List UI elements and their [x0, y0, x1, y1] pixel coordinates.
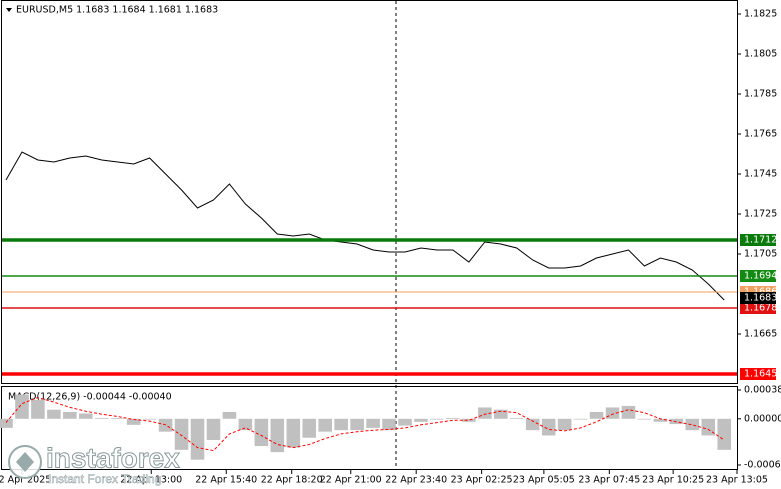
watermark-brand: instaforex [46, 442, 180, 473]
level-label: 1.1678 [744, 303, 777, 314]
level-label: 1.1645 [744, 369, 777, 380]
macd-bar [302, 418, 317, 438]
level-label-box [740, 270, 776, 282]
macd-bar [238, 418, 253, 431]
x-tick-label: 23 Apr 07:45 [578, 475, 640, 486]
macd-bar [382, 418, 396, 431]
chart-title: MACD(12,26,9) -0.00044 -0.00040 [8, 392, 172, 403]
chart-title: EURUSD,M5 1.1683 1.1684 1.1681 1.1683 [16, 5, 218, 16]
level-label: 1.1712 [744, 235, 777, 246]
macd-bar [110, 418, 125, 419]
signal-line [5, 397, 725, 452]
y-tick-label: 1.1825 [744, 9, 777, 20]
macd-bar [126, 418, 141, 425]
x-tick-label: 22 Apr 15:40 [195, 475, 257, 486]
y-tick-label: 1.1705 [744, 249, 777, 260]
macd-bar [222, 411, 237, 419]
level-label-box [740, 368, 776, 380]
macd-bar [589, 411, 604, 419]
x-tick-label: 22 Apr 13:00 [120, 475, 182, 486]
x-tick-label: 22 Apr 21:00 [320, 475, 382, 486]
macd-bar [685, 418, 700, 431]
macd-bar [94, 418, 109, 419]
macd-bar [366, 418, 380, 428]
macd-bar [286, 418, 301, 448]
macd-bar [653, 418, 668, 422]
y-tick-label: -0.00061 [744, 460, 781, 471]
watermark-logo-mark [16, 452, 34, 472]
macd-bar [525, 418, 540, 431]
macd-bar [270, 418, 285, 453]
x-tick-label: 22 Apr 23:40 [385, 475, 447, 486]
x-tick-label: 22 Apr 18:20 [261, 475, 323, 486]
macd-bar [717, 418, 732, 450]
macd-bar [398, 418, 412, 426]
macd-bar [462, 418, 476, 422]
macd-bar [621, 405, 636, 419]
price-pane [1, 0, 738, 384]
macd-bar [334, 418, 348, 431]
watermark-tagline: Instant Forex Trading [48, 472, 161, 486]
x-tick-label: 23 Apr 02:25 [451, 475, 513, 486]
macd-bar [190, 418, 205, 460]
y-tick-label: 1.1745 [744, 169, 777, 180]
x-tick-label: 23 Apr 13:05 [706, 475, 768, 486]
level-label-box [740, 234, 776, 246]
macd-bar [142, 418, 157, 420]
macd-bar [430, 418, 444, 420]
macd-bar [541, 418, 556, 436]
macd-bar [493, 409, 508, 419]
macd-bar [478, 407, 492, 419]
macd-bar [15, 394, 29, 419]
price-line [5, 151, 725, 301]
x-tick-label: 23 Apr 05:05 [513, 475, 575, 486]
y-tick-label: 0.00000 [744, 413, 781, 424]
macd-bar [414, 418, 428, 422]
macd-bar [557, 418, 572, 431]
macd-bar [509, 418, 524, 419]
y-tick-label: 1.1805 [744, 49, 777, 60]
macd-bar [701, 418, 716, 436]
x-tick-label: 22 Apr 2025 [0, 475, 51, 486]
macd-bar [446, 418, 460, 419]
macd-bar [63, 411, 77, 419]
macd-bar [174, 418, 189, 450]
macd-bar [79, 413, 93, 419]
macd-bar [318, 418, 332, 432]
macd-pane [1, 386, 738, 470]
macd-bar [206, 418, 221, 440]
macd-bar [31, 399, 45, 419]
y-tick-label: 1.1785 [744, 89, 777, 100]
macd-bar [0, 418, 13, 428]
level-label-box [740, 302, 776, 314]
y-tick-label: 0.00038 [744, 385, 781, 396]
macd-bar [637, 418, 652, 420]
current-price-box [740, 292, 776, 304]
y-tick-label: 1.1725 [744, 209, 777, 220]
level-label: 1.1694 [744, 271, 777, 282]
macd-bar [605, 407, 620, 419]
macd-bar [254, 418, 269, 447]
current-price-label: 1.1683 [744, 293, 777, 304]
y-tick-label: 1.1665 [744, 329, 777, 340]
title-marker [6, 8, 12, 12]
macd-bar [47, 409, 61, 419]
x-tick-label: 23 Apr 10:25 [642, 475, 704, 486]
macd-bar [573, 418, 588, 420]
y-tick-label: 1.1765 [744, 129, 777, 140]
macd-bar [350, 418, 364, 431]
